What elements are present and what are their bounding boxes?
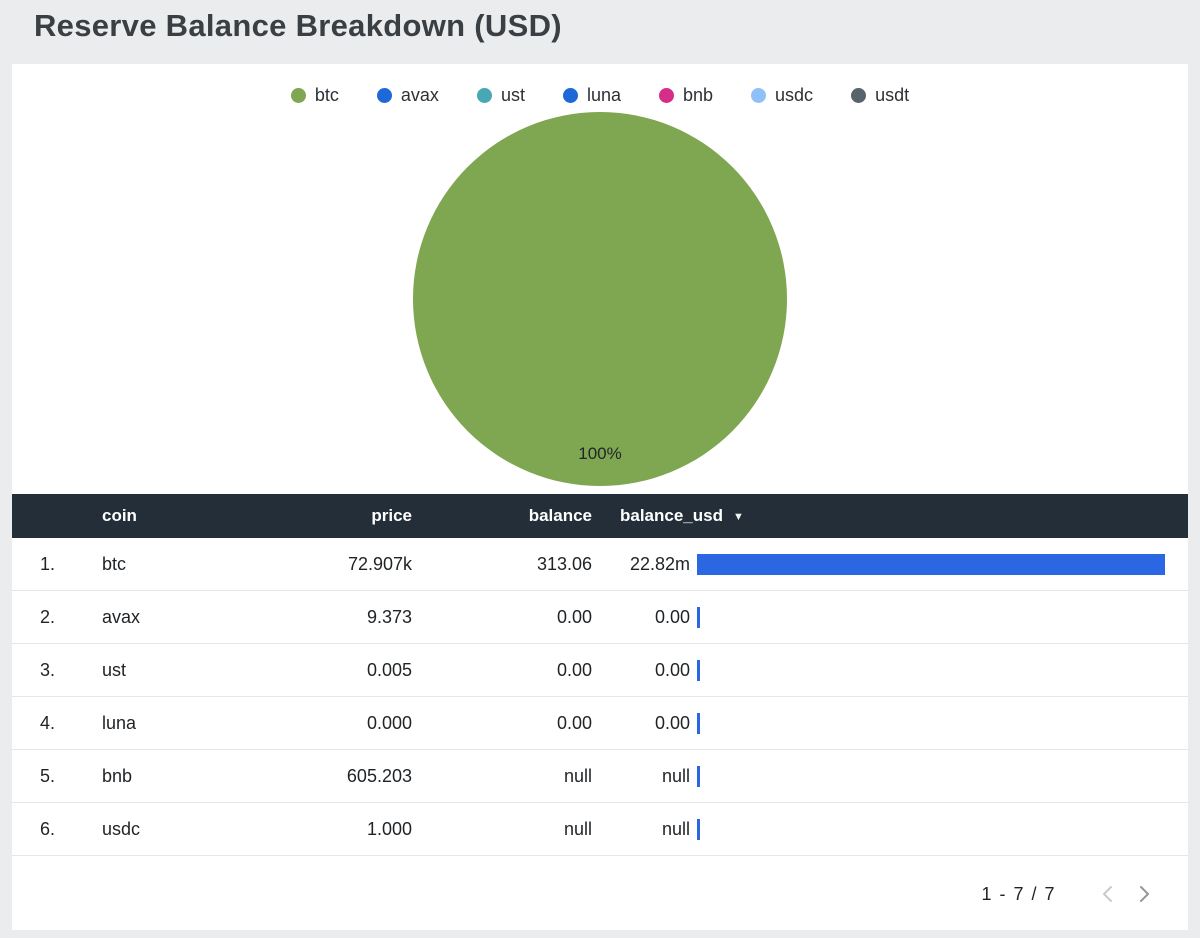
- legend-dot-icon: [658, 87, 674, 103]
- cell-coin: ust: [102, 659, 127, 680]
- page-title: Reserve Balance Breakdown (USD): [34, 8, 562, 43]
- chart-panel: btc avax ust luna bnb usdc usdt 100% coin pric…: [12, 64, 1188, 930]
- cell-balance: 0.00: [556, 606, 592, 627]
- legend-item-avax[interactable]: avax: [376, 84, 439, 106]
- legend-label: btc: [314, 84, 339, 105]
- balance-usd-bar: [697, 606, 700, 628]
- row-index: 3.: [40, 659, 56, 680]
- legend-label: bnb: [682, 84, 714, 105]
- cell-price: 1.000: [366, 818, 412, 839]
- cell-balance-usd: 0.00: [654, 712, 690, 733]
- cell-balance: 0.00: [556, 712, 592, 733]
- balance-usd-bar-cell: [690, 697, 1188, 749]
- balance-usd-bar-cell: [690, 591, 1188, 643]
- legend-label: usdc: [775, 84, 814, 105]
- column-header-coin[interactable]: coin: [102, 506, 137, 525]
- legend-label: usdt: [875, 84, 910, 105]
- table-row-usdc: 6. usdc 1.000 null null: [12, 803, 1188, 856]
- balance-usd-bar-cell: [690, 750, 1188, 802]
- chevron-left-icon: [1103, 886, 1112, 902]
- legend-label: avax: [400, 84, 439, 105]
- balance-usd-bar: [697, 712, 700, 734]
- row-index: 4.: [40, 712, 56, 733]
- legend-item-usdt[interactable]: usdt: [851, 85, 909, 106]
- row-index: 5.: [40, 765, 56, 786]
- column-header-price[interactable]: price: [371, 506, 412, 525]
- table-body: 1. btc 72.907k 313.06 22.82m 2. avax 9.373 0.00 0…: [12, 538, 1188, 856]
- table-row-luna: 4. luna 0.000 0.00 0.00: [12, 697, 1188, 750]
- column-header-balance-usd[interactable]: balance_usd ▼: [592, 506, 1188, 526]
- legend-dot-icon: [290, 87, 306, 103]
- legend-item-luna[interactable]: luna: [562, 84, 621, 106]
- chevron-right-icon: [1140, 886, 1149, 902]
- cell-price: 0.005: [366, 659, 412, 680]
- legend-dot-icon: [376, 87, 392, 103]
- balance-usd-bar: [697, 765, 700, 787]
- legend-dot-icon: [851, 87, 867, 103]
- cell-price: 72.907k: [347, 553, 412, 574]
- cell-balance-usd: 0.00: [654, 659, 690, 680]
- row-index: 1.: [40, 553, 56, 574]
- cell-coin: luna: [102, 712, 137, 733]
- pie-slice-btc[interactable]: [413, 112, 787, 486]
- row-index: 2.: [40, 606, 56, 627]
- pagination-prev-button[interactable]: [1090, 876, 1126, 912]
- legend-item-btc[interactable]: btc: [290, 84, 339, 106]
- legend-item-ust[interactable]: ust: [476, 84, 525, 106]
- balance-usd-bar: [697, 659, 700, 681]
- legend-label: ust: [500, 84, 525, 105]
- legend-dot-icon: [562, 87, 578, 103]
- pagination-range: 1 - 7 / 7: [981, 883, 1056, 904]
- cell-coin: usdc: [102, 818, 141, 839]
- cell-coin: btc: [102, 553, 127, 574]
- sort-desc-icon: ▼: [733, 511, 744, 523]
- balance-usd-bar: [697, 553, 1165, 575]
- column-header-balance-usd-label: balance_usd: [620, 506, 723, 525]
- cell-price: 605.203: [346, 765, 412, 786]
- cell-coin: bnb: [102, 765, 133, 786]
- balance-usd-bar: [697, 818, 700, 840]
- table-row-btc: 1. btc 72.907k 313.06 22.82m: [12, 538, 1188, 591]
- cell-balance: null: [563, 818, 592, 839]
- balance-usd-bar-cell: [690, 538, 1188, 590]
- cell-price: 0.000: [366, 712, 412, 733]
- cell-balance: 313.06: [536, 553, 592, 574]
- pie-data-label: 100%: [578, 444, 622, 463]
- balance-usd-bar-cell: [690, 803, 1188, 855]
- legend-item-bnb[interactable]: bnb: [658, 84, 714, 106]
- legend-item-usdc[interactable]: usdc: [751, 85, 813, 106]
- balance-usd-bar-cell: [690, 644, 1188, 696]
- cell-price: 9.373: [366, 606, 412, 627]
- column-header-balance[interactable]: balance: [528, 506, 592, 525]
- pagination: 1 - 7 / 7: [12, 856, 1188, 912]
- pie-chart: 100%: [413, 112, 787, 486]
- legend-dot-icon: [751, 87, 767, 103]
- table-row-bnb: 5. bnb 605.203 null null: [12, 750, 1188, 803]
- cell-balance: null: [563, 765, 592, 786]
- table-header: coin price balance balance_usd ▼: [12, 494, 1188, 538]
- cell-balance-usd: null: [661, 765, 690, 786]
- cell-balance-usd: 0.00: [654, 606, 690, 627]
- table-row-avax: 2. avax 9.373 0.00 0.00: [12, 591, 1188, 644]
- legend-label: luna: [586, 84, 621, 105]
- cell-balance: 0.00: [556, 659, 592, 680]
- chart-legend: btc avax ust luna bnb usdc usdt: [12, 64, 1188, 110]
- row-index: 6.: [40, 818, 56, 839]
- legend-dot-icon: [476, 87, 492, 103]
- cell-balance-usd: null: [661, 818, 690, 839]
- cell-coin: avax: [102, 606, 141, 627]
- cell-balance-usd: 22.82m: [629, 553, 690, 574]
- table-row-ust: 3. ust 0.005 0.00 0.00: [12, 644, 1188, 697]
- pagination-next-button[interactable]: [1126, 876, 1162, 912]
